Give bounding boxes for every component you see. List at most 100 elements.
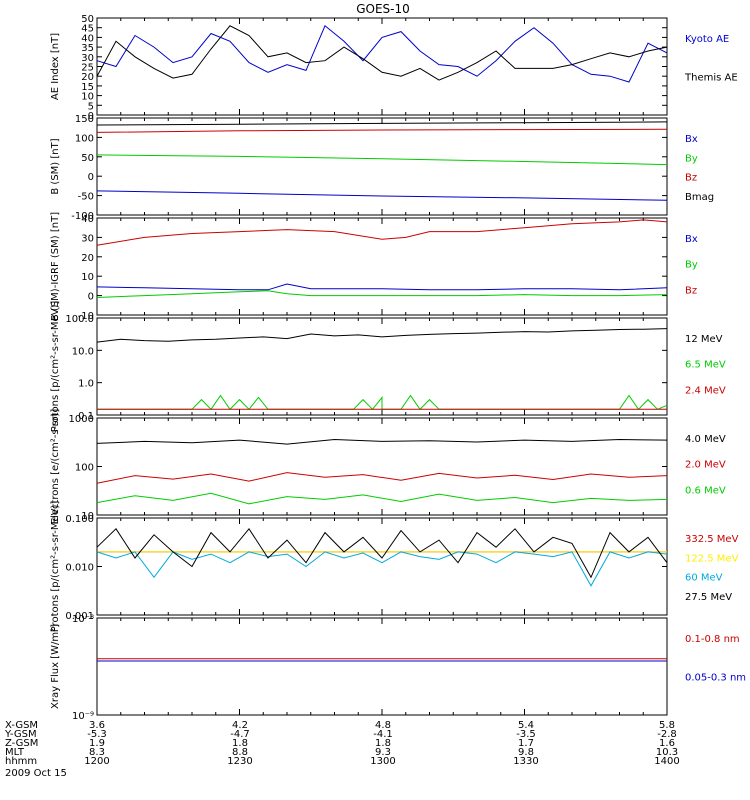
- date-label: 2009 Oct 15: [5, 768, 67, 779]
- panel-6-ylabel: Xray Flux [W/m²]: [50, 624, 61, 709]
- panel-4-ytick-label: 10: [81, 511, 94, 522]
- panel-3-ytick-label: 10.0: [72, 346, 94, 357]
- panel-2-frame: [96, 217, 668, 316]
- xaxis-row-label: X-GSM: [5, 720, 38, 731]
- panel-1-series-0-line: [96, 190, 668, 201]
- panel-2-series-0-line: [96, 283, 668, 291]
- panel-5-ytick-label: 0.100: [65, 514, 94, 525]
- panel-2-ytick-label: 40: [81, 214, 94, 225]
- panel-2-ytick-label: 0: [88, 292, 94, 303]
- panel-1-legend-1: By: [685, 153, 698, 164]
- xaxis-row-value: 1230: [227, 756, 252, 767]
- panel-1-series-2-line: [96, 128, 668, 133]
- xaxis-row-value: -4.7: [230, 729, 250, 740]
- panel-1-series-1-line: [96, 154, 668, 166]
- panel-4-ylabel: Electrons [e/(cm²-s-sr)]: [50, 409, 61, 525]
- panel-4-ytick-label: 100: [75, 463, 94, 474]
- panel-1-legend-0: Bx: [685, 134, 698, 145]
- panel-4-series-0-line: [96, 438, 668, 445]
- panel-2-ytick-label: 30: [81, 233, 94, 244]
- panel-5-legend-0: 332.5 MeV: [685, 534, 739, 545]
- panel-0-ylabel: AE Index [nT]: [50, 33, 61, 100]
- xaxis-row-value: 5.4: [518, 720, 534, 731]
- xaxis-row-value: 4.8: [375, 720, 391, 731]
- panel-3-legend-2: 2.4 MeV: [685, 385, 726, 396]
- panel-4-series-1-line: [96, 472, 668, 484]
- xaxis-row-label: Y-GSM: [4, 729, 37, 740]
- panel-3-ytick-label: 100.0: [65, 314, 94, 325]
- xaxis-row-value: -4.1: [373, 729, 393, 740]
- panel-0-ytick-label: 35: [81, 43, 94, 54]
- xaxis-row-label: MLT: [5, 747, 25, 758]
- panel-1-ylabel: B (SM) [nT]: [50, 138, 61, 194]
- panel-3-legend-0: 12 MeV: [685, 334, 723, 345]
- panel-6-legend-1: 0.05-0.3 nm: [685, 673, 746, 684]
- xaxis-row-value: 1.7: [518, 738, 534, 749]
- panel-0-ytick-label: 5: [88, 101, 94, 112]
- xaxis-row-value: 9.3: [375, 747, 391, 758]
- panel-1-legend-2: Bz: [685, 173, 697, 184]
- xaxis-row-value: 1.9: [89, 738, 105, 749]
- xaxis-row-value: -2.8: [657, 729, 677, 740]
- panel-5-series-3-line: [96, 527, 668, 579]
- panel-6-ytick-label: 10⁻⁹: [72, 711, 94, 722]
- xaxis-row-value: -3.5: [516, 729, 536, 740]
- xaxis-row-value: 5.8: [659, 720, 675, 731]
- panel-0-series-0-line: [96, 24, 668, 83]
- xaxis-row-value: 1330: [513, 756, 538, 767]
- panel-1-ytick-label: 150: [75, 114, 94, 125]
- panel-2-ylabel: B (SM)-IGRF (SM) [nT]: [50, 212, 61, 321]
- panel-6-legend-0: 0.1-0.8 nm: [685, 634, 740, 645]
- panel-1-ytick-label: 0: [88, 172, 94, 183]
- panel-0-ytick-label: 10: [81, 92, 94, 103]
- panel-6-frame: [96, 617, 668, 716]
- panel-6-ytick-label: 10⁻⁸: [72, 614, 94, 625]
- panel-2-legend-0: Bx: [685, 234, 698, 245]
- panel-0-ytick-label: 0: [88, 111, 94, 122]
- xaxis-row-value: 1200: [84, 756, 109, 767]
- panel-5-ylabel: Protons [p/(cm²-s-sr-MeV)]: [50, 501, 61, 633]
- panel-2-legend-1: By: [685, 260, 698, 271]
- xaxis-row-value: -5.3: [87, 729, 107, 740]
- xaxis-row-value: 8.3: [89, 747, 105, 758]
- panel-0-ytick-label: 40: [81, 33, 94, 44]
- panel-3-ytick-label: 1.0: [78, 379, 94, 390]
- panel-0-legend-1: Themis AE: [684, 73, 738, 84]
- panel-0-frame: [96, 17, 668, 116]
- panel-0-ytick-label: 20: [81, 72, 94, 83]
- xaxis-row-value: 1.6: [659, 738, 675, 749]
- panel-1-ytick-label: 50: [81, 153, 94, 164]
- panel-2-ytick-label: 20: [81, 253, 94, 264]
- xaxis-row-value: 1.8: [232, 738, 248, 749]
- panel-3-series-1-line: [97, 394, 668, 411]
- panel-0-ytick-label: 30: [81, 53, 94, 64]
- panel-2-series-2-line: [96, 219, 668, 246]
- panel-4-legend-2: 0.6 MeV: [685, 485, 726, 496]
- panel-3-ylabel: Protons [p/(cm²-s-sr-MeV)]: [50, 301, 61, 433]
- xaxis-row-label: Z-GSM: [5, 738, 38, 749]
- panel-5-legend-2: 60 MeV: [685, 573, 723, 584]
- panel-1-ytick-label: 100: [75, 133, 94, 144]
- xaxis-row-value: 8.8: [232, 747, 248, 758]
- panel-4-legend-0: 4.0 MeV: [685, 434, 726, 445]
- xaxis-row-value: 1400: [654, 756, 679, 767]
- panel-4-frame: [96, 417, 668, 516]
- panel-4-ytick-label: 1000: [69, 414, 94, 425]
- xaxis-row-value: 3.6: [89, 720, 105, 731]
- panel-5-legend-3: 27.5 MeV: [685, 592, 732, 603]
- panel-3-series-0-line: [96, 328, 668, 343]
- xaxis-row-value: 1.8: [375, 738, 391, 749]
- panel-0-series-1-line: [96, 25, 668, 81]
- xaxis-row-label: hhmm: [5, 756, 37, 767]
- panel-3-ytick-label: 0.1: [78, 411, 94, 422]
- xaxis-row-value: 1300: [370, 756, 395, 767]
- panel-2-ytick-label: -10: [78, 311, 94, 322]
- panel-5-frame: [96, 517, 668, 616]
- panel-4-legend-1: 2.0 MeV: [685, 460, 726, 471]
- xaxis-row-value: 9.8: [518, 747, 534, 758]
- panel-2-legend-2: Bz: [685, 285, 697, 296]
- panel-1-series-3-line: [96, 121, 668, 126]
- xaxis-row-value: 10.3: [656, 747, 678, 758]
- panel-0-ytick-label: 45: [81, 24, 94, 35]
